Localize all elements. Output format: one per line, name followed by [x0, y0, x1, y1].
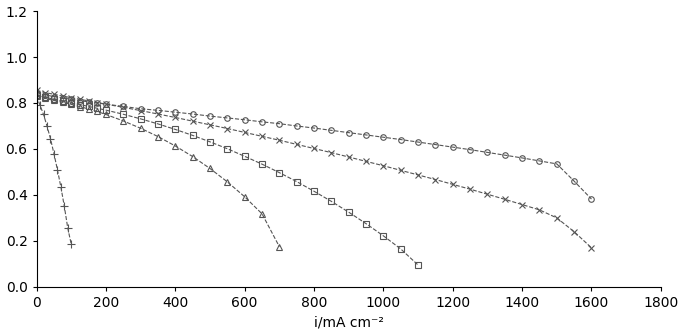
X-axis label: i/mA cm⁻²: i/mA cm⁻² [314, 316, 384, 329]
